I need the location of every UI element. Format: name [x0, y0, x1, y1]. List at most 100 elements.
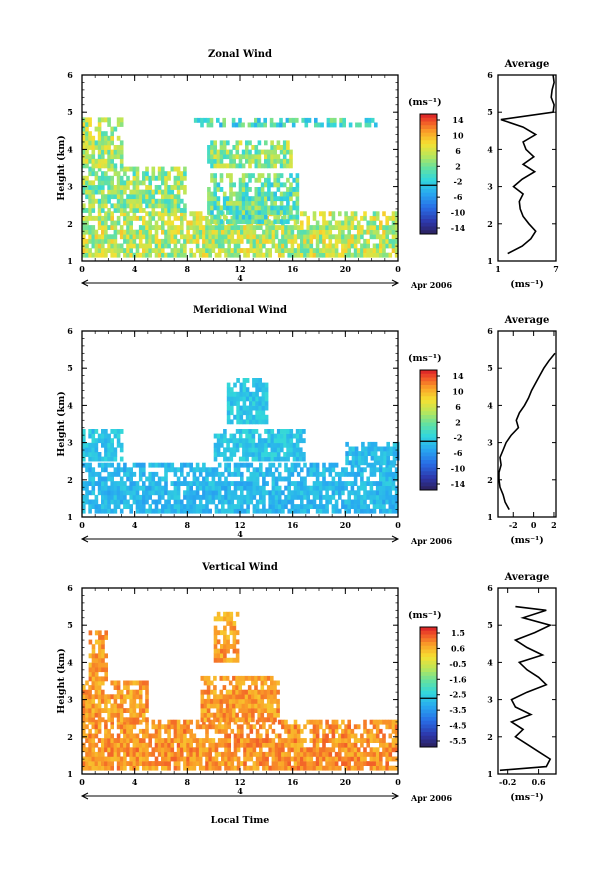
heatmap-cell: [97, 724, 102, 730]
heatmap-cell: [236, 761, 241, 766]
heatmap-cell: [281, 742, 285, 748]
heatmap-cell: [344, 742, 348, 748]
colorbar-segment: [420, 478, 437, 483]
heatmap-cell: [328, 738, 333, 743]
heatmap-cell: [129, 229, 133, 235]
heatmap-cell: [238, 191, 243, 197]
heatmap-cell: [306, 499, 310, 505]
heatmap-cell: [214, 471, 219, 477]
heatmap-cell: [132, 171, 137, 177]
heatmap-cell: [293, 225, 298, 230]
heatmap-cell: [374, 122, 378, 128]
heatmap-cell: [217, 229, 222, 235]
heatmap-cell: [208, 756, 212, 762]
heatmap-cell: [246, 462, 250, 468]
heatmap-cell: [220, 452, 224, 457]
heatmap-cell: [132, 698, 137, 704]
heatmap-cell: [157, 485, 162, 491]
heatmap-cell: [173, 719, 178, 725]
heatmap-cell: [217, 494, 222, 500]
heatmap-cell: [366, 229, 370, 235]
heatmap-cell: [213, 187, 217, 192]
heatmap-cell: [107, 447, 111, 453]
heatmap-cell: [161, 738, 165, 743]
heatmap-cell: [226, 200, 230, 206]
heatmap-cell: [245, 187, 249, 192]
heatmap-cell: [369, 462, 374, 468]
heatmap-cell: [110, 717, 114, 723]
heatmap-cell: [220, 616, 224, 622]
heatmap-cell: [213, 149, 217, 155]
heatmap-cell: [235, 219, 240, 225]
heatmap-cell: [274, 751, 279, 757]
colorbar-segment: [420, 373, 437, 378]
avg-y-tick-label: 6: [487, 583, 493, 593]
heatmap-cell: [385, 220, 389, 226]
heatmap-cell: [251, 205, 255, 211]
heatmap-cell: [91, 712, 96, 718]
heatmap-cell: [224, 499, 228, 505]
heatmap-cell: [82, 685, 86, 690]
heatmap-cell: [113, 456, 118, 462]
avg-frame: [497, 74, 557, 262]
heatmap-cell: [129, 703, 133, 709]
heatmap-cell: [273, 689, 277, 695]
heatmap-cell: [372, 494, 377, 500]
heatmap-cell: [254, 163, 259, 169]
heatmap-cell: [262, 471, 266, 477]
heatmap-cell: [91, 724, 96, 730]
heatmap-cell: [116, 429, 121, 434]
heatmap-cell: [290, 504, 295, 509]
heatmap-cell: [369, 761, 374, 766]
heatmap-cell: [246, 733, 250, 739]
heatmap-cell: [252, 481, 257, 486]
heatmap-cell: [129, 203, 133, 209]
colorbar-segment: [420, 147, 437, 152]
heatmap-cell: [176, 756, 181, 762]
heatmap-cell: [88, 508, 92, 514]
heatmap-cell: [247, 675, 252, 681]
heatmap-cell: [267, 191, 271, 197]
heatmap-cell: [126, 738, 130, 743]
heatmap-cell: [101, 667, 105, 673]
heatmap-cell: [277, 719, 282, 725]
heatmap-cell: [164, 751, 168, 757]
heatmap-cell: [273, 154, 277, 160]
heatmap-cell: [287, 471, 291, 477]
heatmap-cell: [224, 494, 228, 500]
heatmap-cell: [97, 471, 102, 477]
heatmap-cell: [274, 494, 279, 500]
heatmap-cell: [350, 211, 355, 217]
heatmap-cell: [364, 117, 369, 123]
heatmap-cell: [255, 471, 260, 477]
heatmap-cell: [251, 145, 255, 150]
heatmap-cell: [186, 738, 190, 743]
heatmap-cell: [173, 208, 178, 213]
heatmap-cell: [148, 203, 152, 209]
colorbar-segment: [420, 672, 437, 677]
heatmap-cell: [254, 122, 258, 128]
heatmap-cell: [202, 494, 206, 500]
heatmap-cell: [183, 252, 187, 258]
heatmap-cell: [244, 694, 249, 700]
heatmap-cell: [241, 191, 246, 197]
heatmap-cell: [107, 471, 111, 477]
heatmap-cell: [325, 747, 329, 753]
heatmap-cell: [325, 499, 329, 505]
heatmap-cell: [183, 243, 187, 249]
heatmap-cell: [271, 229, 276, 235]
heatmap-cell: [173, 724, 178, 730]
heatmap-cell: [94, 712, 99, 718]
heatmap-cell: [129, 724, 133, 730]
heatmap-cell: [315, 476, 320, 482]
heatmap-cell: [331, 248, 336, 253]
heatmap-cell: [221, 756, 225, 762]
heatmap-cell: [119, 456, 124, 462]
heatmap-cell: [254, 196, 259, 202]
heatmap-cell: [167, 175, 171, 181]
heatmap-cell: [315, 733, 320, 739]
heatmap-cell: [142, 467, 146, 473]
heatmap-cell: [173, 180, 178, 186]
heatmap-cell: [123, 728, 127, 734]
heatmap-cell: [167, 225, 171, 230]
